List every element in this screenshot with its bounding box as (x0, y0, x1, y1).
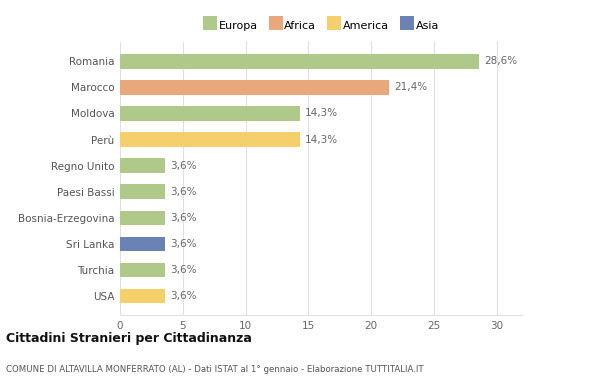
Text: 28,6%: 28,6% (484, 56, 517, 66)
Text: 3,6%: 3,6% (170, 291, 197, 301)
Text: 14,3%: 14,3% (305, 135, 338, 144)
Text: 21,4%: 21,4% (394, 82, 427, 92)
Bar (120, 236, 165, 251)
Bar (120, 80, 389, 95)
Text: 3,6%: 3,6% (170, 265, 197, 275)
Text: COMUNE DI ALTAVILLA MONFERRATO (AL) - Dati ISTAT al 1° gennaio - Elaborazione TU: COMUNE DI ALTAVILLA MONFERRATO (AL) - Da… (6, 366, 424, 374)
Text: 14,3%: 14,3% (305, 108, 338, 119)
Bar (120, 184, 165, 199)
Bar (120, 289, 165, 303)
Bar (120, 263, 165, 277)
Text: Cittadini Stranieri per Cittadinanza: Cittadini Stranieri per Cittadinanza (6, 332, 252, 345)
Bar (120, 158, 165, 173)
Text: 3,6%: 3,6% (170, 213, 197, 223)
Text: 3,6%: 3,6% (170, 239, 197, 249)
Bar (120, 54, 479, 68)
Bar (120, 211, 165, 225)
Bar (120, 106, 299, 121)
Text: 3,6%: 3,6% (170, 187, 197, 196)
Bar (120, 132, 299, 147)
Legend: Europa, Africa, America, Asia: Europa, Africa, America, Asia (203, 20, 439, 31)
Text: 3,6%: 3,6% (170, 161, 197, 171)
